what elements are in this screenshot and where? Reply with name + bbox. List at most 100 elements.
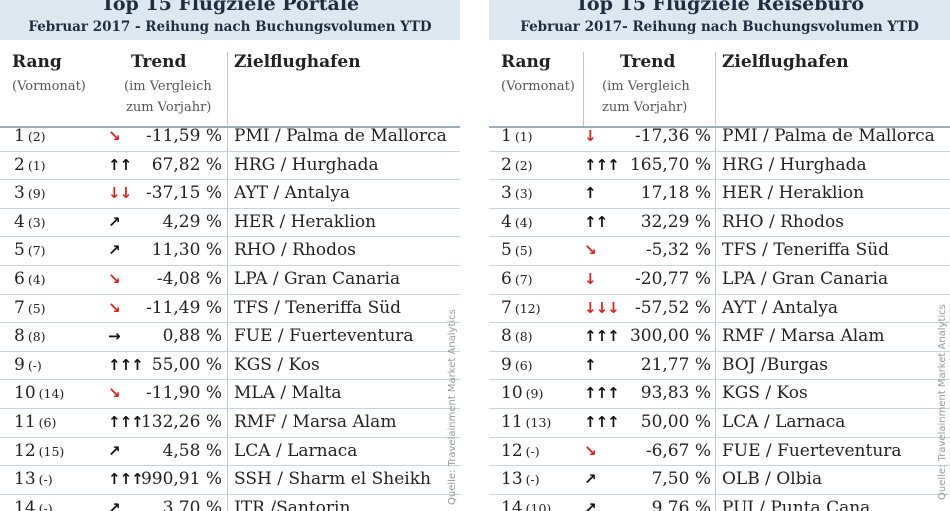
column-headers: Rang (Vormonat) Trend (im Vergleich zum … [0,52,460,126]
destination-airport: TFS / Teneriffa Süd [722,240,890,261]
previous-rank-value: (-) [27,357,42,373]
trend-arrow-icon: ↑ [584,355,597,374]
trend-percent: 67,82 % [151,154,222,175]
trend-arrow-icon: ↑↑ [584,212,608,231]
destination-airport: TFS / Teneriffa Süd [234,297,402,318]
col-trend-subheader-2: zum Vorjahr) [126,100,212,115]
destination-airport: RHO / Rhodos [234,240,356,261]
column-divider [583,52,584,126]
trend-arrow-icon: ↘ [108,270,121,288]
rank-value: 4 [14,211,25,232]
trend-percent: 50,00 % [640,412,711,432]
rank-cell: 9 (6) [501,351,533,379]
table-row: 2 (2) ↑↑↑ 165,70 % HRG / Hurghada [489,151,950,181]
destination-airport: FUE / Fuerteventura [234,326,414,347]
trend-arrow-icon: ↗ [584,470,597,489]
destination-airport: LPA / Gran Canaria [234,269,401,289]
destination-airport: BOJ /Burgas [722,354,829,375]
trend-arrow-icon: ↘ [584,241,597,260]
table-header-band: Top 15 Flugziele Portale Februar 2017 - … [0,0,460,40]
destination-airport: AYT / Antalya [722,297,839,318]
table-row: 2 (1) ↑↑ 67,82 % HRG / Hurghada [0,151,460,181]
table-row: 11 (6) ↑↑↑ 132,26 % RMF / Marsa Alam [0,408,460,438]
trend-percent: -57,52 % [635,297,711,318]
rank-cell: 5 (7) [14,236,46,264]
col-destination-header: Zielflughafen [234,52,361,72]
rank-value: 5 [501,240,512,261]
trend-percent: 17,18 % [640,183,711,204]
trend-arrow-icon: ↓ [584,270,597,288]
trend-arrow-icon: ↑↑↑ [108,413,144,431]
destination-airport: HRG / Hurghada [234,154,379,175]
trend-percent: 4,58 % [162,440,222,461]
previous-rank-value: (-) [38,500,53,511]
trend-arrow-icon: ↑↑↑ [584,413,620,431]
rank-cell: 12 (-) [501,437,540,465]
table-row: 10 (14) ↘ -11,90 % MLA / Malta [0,379,460,409]
previous-rank-value: (14) [38,386,65,402]
table-row: 8 (8) → 0,88 % FUE / Fuerteventura [0,322,460,352]
rank-value: 11 [14,412,36,432]
previous-rank-value: (4) [514,214,533,230]
trend-arrow-icon: ↑↑↑ [584,384,620,403]
rank-cell: 11 (13) [501,408,551,436]
trend-percent: 4,29 % [162,211,222,232]
rank-value: 12 [501,440,523,461]
destination-airport: AYT / Antalya [234,183,351,204]
table-row: 8 (8) ↑↑↑ 300,00 % RMF / Marsa Alam [489,322,950,352]
destination-airport: RMF / Marsa Alam [234,412,397,432]
trend-arrow-icon: ↑↑↑ [584,155,620,174]
rank-value: 14 [14,497,36,511]
table-row: 14 (10) ↗ 9,76 % PUJ / Punta Cana [489,494,950,511]
trend-percent: -17,36 % [635,126,711,146]
rank-cell: 13 (-) [501,465,540,493]
rank-cell: 5 (5) [501,236,533,264]
trend-arrow-icon: ↑↑↑ [584,327,620,346]
table-row: 13 (-) ↗ 7,50 % OLB / Olbia [489,465,950,495]
rank-value: 14 [501,497,523,511]
col-trend-subheader-2: zum Vorjahr) [602,100,688,115]
previous-rank-value: (7) [27,243,46,259]
rank-cell: 7 (5) [14,294,46,322]
source-credit: Quelle: Travelainment Market Analytics [937,304,948,500]
trend-arrow-icon: ↓ [584,127,597,145]
previous-rank-value: (10) [525,500,552,511]
rank-cell: 1 (2) [14,122,46,150]
previous-rank-value: (6) [38,415,57,430]
rank-value: 2 [501,154,512,175]
destination-airport: FUE / Fuerteventura [722,440,902,461]
rank-value: 1 [14,126,25,146]
table-row: 4 (4) ↑↑ 32,29 % RHO / Rhodos [489,208,950,238]
trend-arrow-icon: ↘ [108,127,121,145]
trend-arrow-icon: ↗ [108,441,121,460]
table-row: 3 (3) ↑ 17,18 % HER / Heraklion [489,179,950,209]
destination-airport: OLB / Olbia [722,469,823,490]
col-trend-header: Trend [620,52,676,72]
destination-airport: PUJ / Punta Cana [722,497,871,511]
destination-airport: HRG / Hurghada [722,154,867,175]
table-header-band: Top 15 Flugziele Reisebüro Februar 2017-… [489,0,950,40]
rank-cell: 12 (15) [14,437,64,465]
rank-value: 9 [501,354,512,375]
rank-value: 3 [14,183,25,204]
rank-value: 13 [501,469,523,490]
trend-arrow-icon: ↘ [108,298,121,317]
rank-value: 8 [501,326,512,347]
table-portale: Top 15 Flugziele Portale Februar 2017 - … [0,0,460,511]
rank-cell: 8 (8) [14,322,46,350]
rank-cell: 2 (1) [14,151,46,179]
previous-rank-value: (15) [38,443,65,459]
destination-airport: JTR /Santorin [234,497,351,511]
table-row: 5 (5) ↘ -5,32 % TFS / Teneriffa Süd [489,236,950,266]
trend-percent: -20,77 % [635,269,711,289]
table-row: 14 (-) ↗ 3,70 % JTR /Santorin [0,494,460,511]
previous-rank-value: (-) [525,443,540,459]
rank-cell: 7 (12) [501,294,541,322]
rank-cell: 14 (10) [501,494,551,511]
col-rank-header: Rang [12,52,62,72]
col-rank-subheader: (Vormonat) [12,79,86,94]
destination-airport: LCA / Larnaca [722,412,846,432]
previous-rank-value: (5) [27,300,46,316]
trend-percent: -11,90 % [146,383,222,404]
table-row: 12 (-) ↘ -6,67 % FUE / Fuerteventura [489,437,950,467]
